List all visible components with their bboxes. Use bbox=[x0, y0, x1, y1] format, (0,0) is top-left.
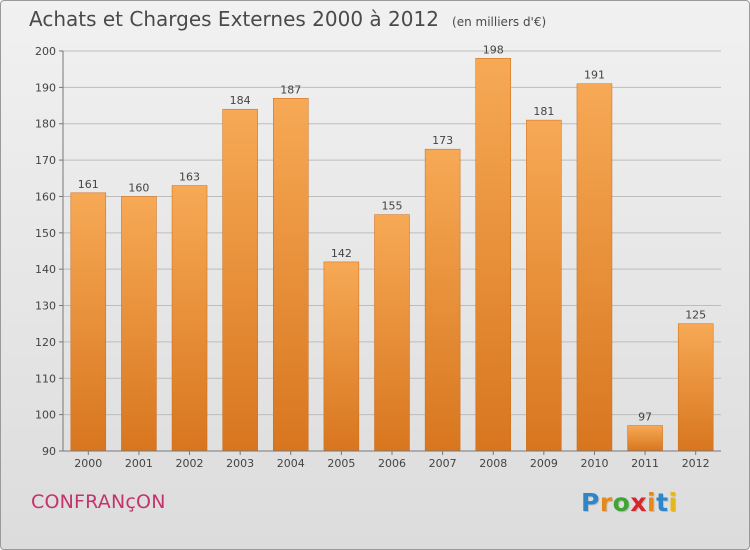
x-tick-label: 2008 bbox=[479, 457, 507, 470]
data-label: 97 bbox=[638, 411, 652, 424]
data-label: 173 bbox=[432, 134, 453, 147]
data-label: 184 bbox=[230, 94, 251, 107]
data-label: 161 bbox=[78, 178, 99, 191]
data-label: 155 bbox=[382, 200, 403, 213]
x-tick-label: 2011 bbox=[631, 457, 659, 470]
y-tick-label: 90 bbox=[42, 445, 56, 458]
y-tick-label: 190 bbox=[35, 81, 56, 94]
bar bbox=[222, 108, 258, 452]
y-tick-label: 140 bbox=[35, 263, 56, 276]
data-label: 198 bbox=[483, 43, 504, 56]
x-tick-label: 2010 bbox=[580, 457, 608, 470]
bar bbox=[374, 214, 410, 452]
y-tick-label: 130 bbox=[35, 300, 56, 313]
bar bbox=[576, 83, 613, 452]
logo-letter: i bbox=[647, 488, 657, 517]
logo-letter: o bbox=[612, 488, 631, 517]
x-tick-label: 2002 bbox=[176, 457, 204, 470]
proxiti-logo: Proxiti bbox=[581, 488, 678, 517]
x-tick-label: 2012 bbox=[682, 457, 710, 470]
logo-letter: P bbox=[581, 488, 600, 517]
bar bbox=[171, 185, 208, 452]
y-tick-label: 180 bbox=[35, 118, 56, 131]
data-label: 163 bbox=[179, 171, 200, 184]
data-label: 142 bbox=[331, 247, 352, 260]
data-label: 125 bbox=[685, 309, 706, 322]
logo-letter: x bbox=[630, 488, 647, 517]
x-tick-label: 2006 bbox=[378, 457, 406, 470]
x-tick-label: 2004 bbox=[277, 457, 305, 470]
axes: 90 100 110 120 130 140 150 160 170 180 190 200 bbox=[35, 45, 721, 458]
data-label: 160 bbox=[128, 181, 149, 194]
bar bbox=[677, 323, 714, 452]
logo-letter: r bbox=[599, 488, 613, 517]
y-tick-label: 160 bbox=[35, 190, 56, 203]
commune-name: CONFRANçON bbox=[31, 491, 166, 513]
bar bbox=[475, 58, 511, 452]
logo-letter: t bbox=[656, 488, 669, 517]
chart-title: Achats et Charges Externes 2000 à 2012 bbox=[29, 7, 439, 31]
chart-unit: (en milliers d'€) bbox=[452, 15, 547, 29]
y-tick-label: 120 bbox=[35, 336, 56, 349]
y-tick-label: 150 bbox=[35, 227, 56, 240]
bar bbox=[424, 148, 461, 452]
x-tick-label: 2009 bbox=[530, 457, 558, 470]
bars bbox=[70, 58, 714, 452]
bar bbox=[121, 196, 157, 452]
y-tick-label: 170 bbox=[35, 154, 56, 167]
logo-letter: i bbox=[668, 488, 678, 517]
bar bbox=[323, 261, 360, 452]
y-tick-label: 200 bbox=[35, 45, 56, 58]
labels: 161 2000 160 2001 163 2002 184 2003 187 2004 142 20… bbox=[74, 43, 709, 470]
bar bbox=[70, 192, 107, 452]
x-tick-label: 2005 bbox=[327, 457, 355, 470]
x-tick-label: 2001 bbox=[125, 457, 153, 470]
bar bbox=[526, 119, 562, 452]
data-label: 181 bbox=[533, 105, 554, 118]
chart-title-row: Achats et Charges Externes 2000 à 2012 (… bbox=[29, 7, 546, 31]
bar bbox=[273, 98, 309, 452]
data-label: 191 bbox=[584, 69, 605, 82]
x-tick-label: 2000 bbox=[74, 457, 102, 470]
x-tick-label: 2007 bbox=[429, 457, 457, 470]
data-label: 187 bbox=[280, 83, 301, 96]
x-tick-label: 2003 bbox=[226, 457, 254, 470]
y-tick-label: 110 bbox=[35, 372, 56, 385]
y-tick-label: 100 bbox=[35, 409, 56, 422]
bar bbox=[627, 425, 663, 452]
